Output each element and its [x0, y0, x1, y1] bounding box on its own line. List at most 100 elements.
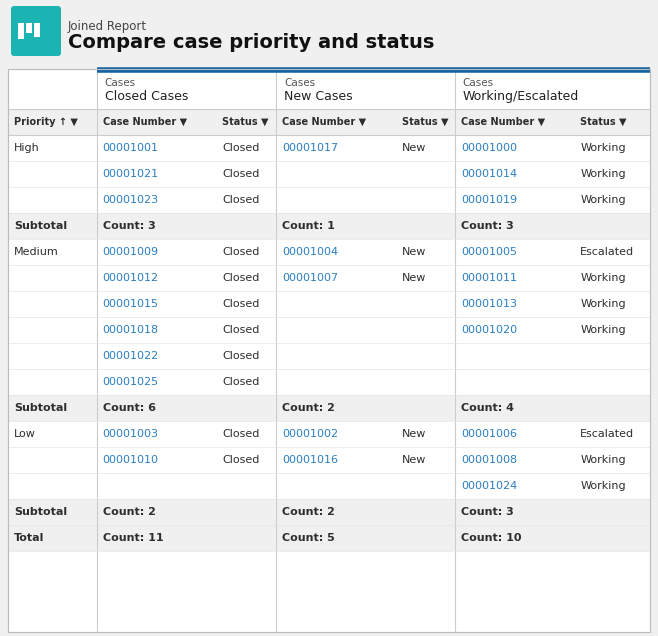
Text: Cases: Cases — [105, 78, 136, 88]
Text: Count: 4: Count: 4 — [461, 403, 514, 413]
Text: New Cases: New Cases — [284, 90, 353, 103]
Text: Closed: Closed — [222, 195, 259, 205]
Text: Count: 3: Count: 3 — [461, 507, 514, 517]
Text: Closed: Closed — [222, 299, 259, 309]
Text: 00001012: 00001012 — [103, 273, 159, 283]
Text: 00001003: 00001003 — [103, 429, 159, 439]
Bar — [8, 213, 650, 239]
Text: Closed: Closed — [222, 455, 259, 465]
Text: Low: Low — [14, 429, 36, 439]
Text: 00001019: 00001019 — [461, 195, 517, 205]
Bar — [8, 69, 650, 632]
Text: Closed: Closed — [222, 169, 259, 179]
Text: Status ▼: Status ▼ — [402, 117, 448, 127]
Text: Case Number ▼: Case Number ▼ — [103, 117, 187, 127]
Text: Working: Working — [580, 325, 626, 335]
Text: Joined Report: Joined Report — [68, 20, 147, 33]
Text: New: New — [402, 247, 426, 257]
Bar — [8, 473, 650, 499]
Text: 00001002: 00001002 — [282, 429, 338, 439]
Bar — [8, 69, 650, 632]
Text: Count: 11: Count: 11 — [103, 533, 163, 543]
Text: Count: 5: Count: 5 — [282, 533, 335, 543]
Text: 00001013: 00001013 — [461, 299, 517, 309]
Text: Working: Working — [580, 195, 626, 205]
Text: Count: 3: Count: 3 — [103, 221, 155, 231]
Bar — [8, 369, 650, 395]
Text: 00001004: 00001004 — [282, 247, 338, 257]
Bar — [8, 343, 650, 369]
Text: New: New — [402, 273, 426, 283]
FancyBboxPatch shape — [11, 6, 61, 56]
Text: Closed: Closed — [222, 143, 259, 153]
Text: Case Number ▼: Case Number ▼ — [461, 117, 545, 127]
Bar — [8, 109, 650, 135]
Bar — [8, 265, 650, 291]
Text: Closed: Closed — [222, 377, 259, 387]
Text: Closed: Closed — [222, 273, 259, 283]
Text: 00001025: 00001025 — [103, 377, 159, 387]
Bar — [8, 135, 650, 161]
Text: 00001020: 00001020 — [461, 325, 517, 335]
Bar — [8, 395, 650, 421]
Text: Count: 3: Count: 3 — [461, 221, 514, 231]
Text: Cases: Cases — [284, 78, 315, 88]
Bar — [34, 23, 40, 37]
Text: Count: 6: Count: 6 — [103, 403, 155, 413]
Bar — [8, 161, 650, 187]
Text: 00001011: 00001011 — [461, 273, 517, 283]
Bar — [8, 447, 650, 473]
Text: Closed: Closed — [222, 247, 259, 257]
Text: 00001008: 00001008 — [461, 455, 517, 465]
Text: 00001022: 00001022 — [103, 351, 159, 361]
Text: Subtotal: Subtotal — [14, 403, 67, 413]
Bar — [8, 317, 650, 343]
Text: Total: Total — [14, 533, 44, 543]
Text: New: New — [402, 429, 426, 439]
Text: Working: Working — [580, 273, 626, 283]
Text: Subtotal: Subtotal — [14, 221, 67, 231]
Text: 00001006: 00001006 — [461, 429, 517, 439]
Text: Working: Working — [580, 143, 626, 153]
Text: 00001015: 00001015 — [103, 299, 159, 309]
Text: Status ▼: Status ▼ — [580, 117, 626, 127]
Text: Closed: Closed — [222, 351, 259, 361]
Text: Working: Working — [580, 455, 626, 465]
Text: Working: Working — [580, 299, 626, 309]
Text: 00001023: 00001023 — [103, 195, 159, 205]
Text: Working: Working — [580, 481, 626, 491]
Text: Medium: Medium — [14, 247, 59, 257]
Text: Closed Cases: Closed Cases — [105, 90, 188, 103]
Text: Case Number ▼: Case Number ▼ — [282, 117, 367, 127]
Text: 00001014: 00001014 — [461, 169, 517, 179]
Bar — [8, 291, 650, 317]
Text: Count: 2: Count: 2 — [282, 403, 335, 413]
Text: Subtotal: Subtotal — [14, 507, 67, 517]
Text: New: New — [402, 455, 426, 465]
Text: Escalated: Escalated — [580, 247, 634, 257]
Text: Escalated: Escalated — [580, 429, 634, 439]
Text: Working: Working — [580, 169, 626, 179]
Text: 00001005: 00001005 — [461, 247, 517, 257]
Text: 00001001: 00001001 — [103, 143, 159, 153]
Bar — [26, 23, 32, 33]
Text: 00001016: 00001016 — [282, 455, 338, 465]
Text: Status ▼: Status ▼ — [222, 117, 268, 127]
Text: Count: 1: Count: 1 — [282, 221, 335, 231]
Text: New: New — [402, 143, 426, 153]
Text: High: High — [14, 143, 39, 153]
Text: Count: 2: Count: 2 — [282, 507, 335, 517]
Text: 00001021: 00001021 — [103, 169, 159, 179]
Bar — [8, 187, 650, 213]
Bar — [0, 0, 658, 65]
Text: 00001018: 00001018 — [103, 325, 159, 335]
Bar — [8, 421, 650, 447]
Text: 00001010: 00001010 — [103, 455, 159, 465]
Text: Count: 2: Count: 2 — [103, 507, 155, 517]
Bar — [8, 239, 650, 265]
Text: Working/Escalated: Working/Escalated — [463, 90, 579, 103]
Text: 00001017: 00001017 — [282, 143, 338, 153]
Text: Closed: Closed — [222, 429, 259, 439]
Bar — [8, 499, 650, 525]
Text: 00001009: 00001009 — [103, 247, 159, 257]
